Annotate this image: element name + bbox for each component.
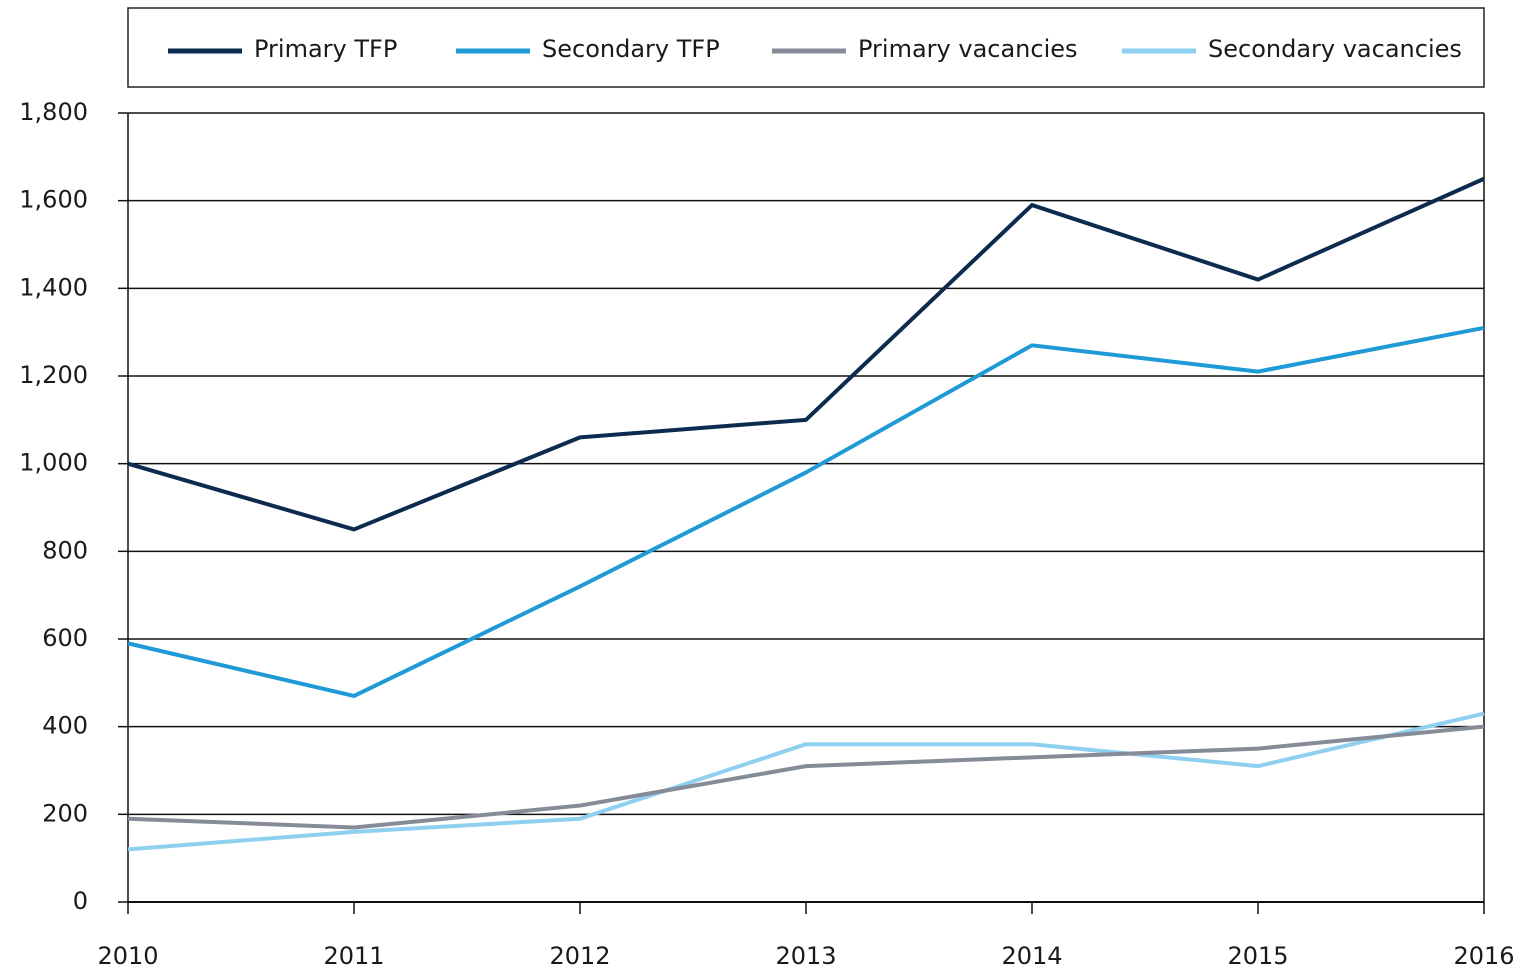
x-tick-label: 2012 bbox=[549, 942, 610, 970]
y-tick-label: 1,600 bbox=[19, 186, 88, 214]
y-tick-label: 1,400 bbox=[19, 273, 88, 301]
x-tick-label: 2013 bbox=[775, 942, 836, 970]
series-line bbox=[127, 176, 1485, 532]
legend-box bbox=[127, 7, 1485, 88]
y-tick-label: 200 bbox=[42, 799, 88, 827]
legend-label: Primary TFP bbox=[254, 35, 397, 63]
y-tick-label: 600 bbox=[42, 624, 88, 652]
x-tick-label: 2011 bbox=[323, 942, 384, 970]
y-tick-label: 800 bbox=[42, 536, 88, 564]
y-tick-label: 1,000 bbox=[19, 449, 88, 477]
series-line bbox=[127, 325, 1485, 698]
y-tick-label: 1,200 bbox=[19, 361, 88, 389]
x-tick-label: 2014 bbox=[1001, 942, 1062, 970]
legend-label: Secondary TFP bbox=[542, 35, 720, 63]
x-tick-label: 2016 bbox=[1453, 942, 1514, 970]
x-tick-label: 2015 bbox=[1227, 942, 1288, 970]
y-tick-label: 400 bbox=[42, 712, 88, 740]
series-line bbox=[127, 724, 1485, 830]
y-tick-label: 0 bbox=[73, 887, 88, 915]
series-line bbox=[127, 711, 1485, 852]
x-tick-label: 2010 bbox=[97, 942, 158, 970]
legend-label: Secondary vacancies bbox=[1208, 35, 1462, 63]
legend-label: Primary vacancies bbox=[858, 35, 1078, 63]
y-tick-label: 1,800 bbox=[19, 98, 88, 126]
